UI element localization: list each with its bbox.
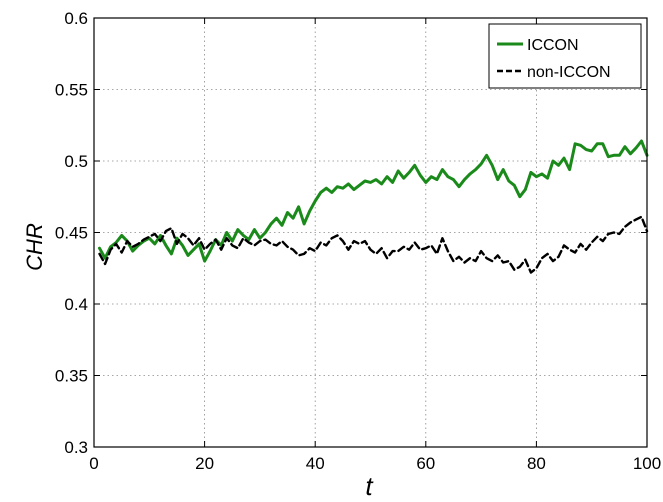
legend: ICCON non-ICCON	[488, 23, 642, 89]
y-tick-label: 0.35	[55, 367, 88, 386]
y-tick-label: 0.55	[55, 81, 88, 100]
x-tick-label: 80	[527, 454, 546, 473]
y-tick-label: 0.6	[64, 9, 88, 28]
y-tick-label: 0.4	[64, 295, 88, 314]
series-line-non-iccon	[98, 215, 649, 274]
x-axis-label: t	[365, 471, 374, 501]
x-tick-label: 0	[89, 454, 98, 473]
legend-label-non-iccon: non-ICCON	[527, 64, 611, 81]
x-tick-label: 100	[633, 454, 661, 473]
y-axis-label: CHR	[22, 223, 47, 271]
y-tick-label: 0.5	[64, 152, 88, 171]
x-tick-label: 60	[416, 454, 435, 473]
x-tick-label: 20	[195, 454, 214, 473]
series-layer	[98, 139, 649, 274]
x-tick-label: 40	[306, 454, 325, 473]
series-line-iccon	[98, 139, 649, 263]
y-tick-label: 0.45	[55, 224, 88, 243]
legend-label-iccon: ICCON	[527, 37, 579, 54]
y-tick-label: 0.3	[64, 438, 88, 457]
legend-box	[488, 23, 642, 89]
ticks: 0 20 40 60 80 100 0.3 0.35 0.4 0.45 0.5 0.55 0.6	[55, 9, 661, 473]
